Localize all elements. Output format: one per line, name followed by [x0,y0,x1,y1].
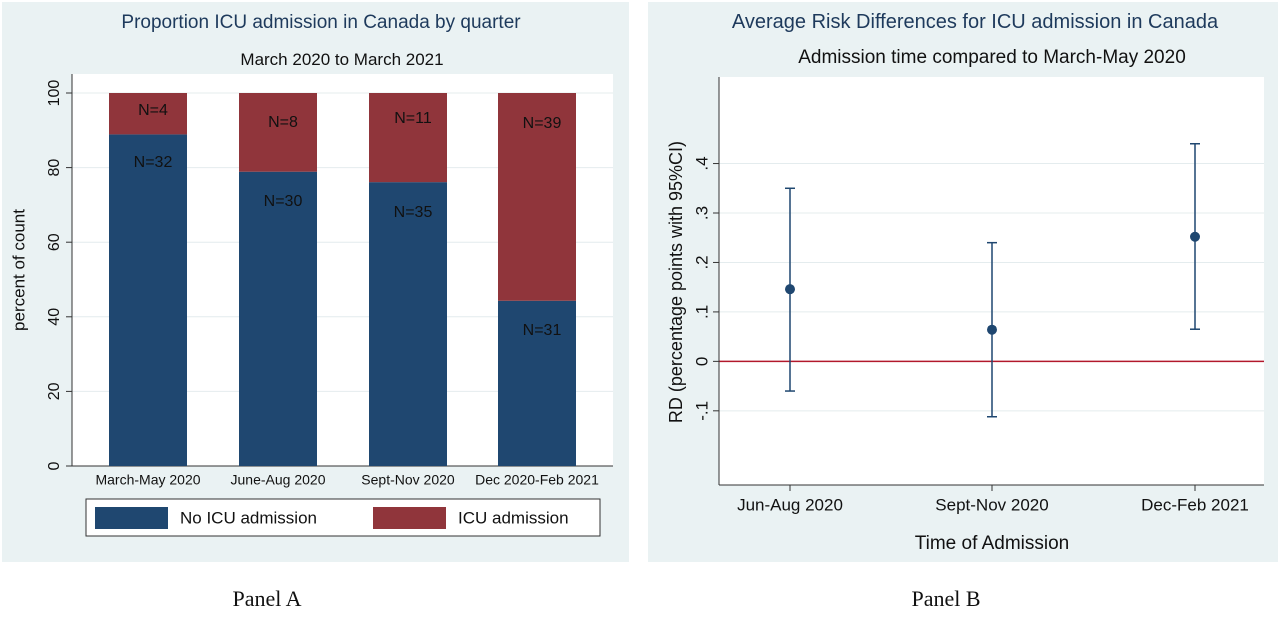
bar-no-icu [369,182,447,466]
y-tick-label: 60 [46,233,63,251]
data-label: N=8 [268,114,298,131]
point-estimate [987,324,997,335]
legend-swatch-no-icu [95,507,168,529]
y-tick-label: .4 [692,156,711,170]
y-tick-label: -.1 [692,401,711,421]
y-tick-label: 80 [46,159,63,177]
panel-label: Panel A [232,586,301,611]
y-tick-label: 40 [46,308,63,326]
y-tick-label: .2 [692,255,711,269]
chart-title: Proportion ICU admission in Canada by qu… [121,12,521,33]
data-label: N=39 [523,115,562,132]
x-axis-label: Time of Admission [915,533,1070,554]
bar-icu [239,93,317,172]
y-axis-label: percent of count [9,209,28,331]
x-tick-label: Sept-Nov 2020 [935,495,1048,514]
panel-label: Panel B [911,586,980,611]
y-tick-label: 20 [46,382,63,400]
x-tick-label: Sept-Nov 2020 [361,472,455,488]
x-tick-label: Jun-Aug 2020 [737,495,843,514]
bar-no-icu [239,171,317,466]
y-tick-label: .1 [692,305,711,319]
bar-icu [498,93,576,301]
legend-label: ICU admission [458,508,569,527]
point-estimate [785,284,795,295]
x-tick-label: Dec-Feb 2021 [1141,495,1249,514]
bar-no-icu [109,134,187,466]
y-tick-label: 0 [692,357,711,366]
chart-subtitle: Admission time compared to March-May 202… [798,47,1186,68]
panel-b: Average Risk Differences for ICU admissi… [648,2,1278,562]
chart-title: Average Risk Differences for ICU admissi… [732,11,1219,33]
bar-no-icu [498,300,576,466]
data-label: N=35 [394,204,433,221]
x-tick-label: March-May 2020 [95,472,200,488]
legend-swatch-icu [373,507,446,529]
point-estimate [1190,231,1200,242]
panel-a: Proportion ICU admission in Canada by qu… [2,2,629,562]
x-tick-label: June-Aug 2020 [231,472,326,488]
bar-icu [369,93,447,183]
data-label: N=4 [138,102,168,119]
x-tick-label: Dec 2020-Feb 2021 [475,472,599,488]
data-label: N=11 [394,110,432,127]
data-label: N=30 [264,193,303,210]
bar-icu [109,93,187,135]
y-tick-label: 100 [46,80,63,107]
chart-subtitle: March 2020 to March 2021 [240,50,443,69]
data-label: N=32 [134,154,173,171]
y-tick-label: 0 [46,461,63,470]
legend [85,498,601,537]
data-label: N=31 [523,322,562,339]
legend-label: No ICU admission [180,508,317,527]
y-tick-label: .3 [692,206,711,220]
y-axis-label: RD (percentage points with 95%CI) [666,141,686,423]
